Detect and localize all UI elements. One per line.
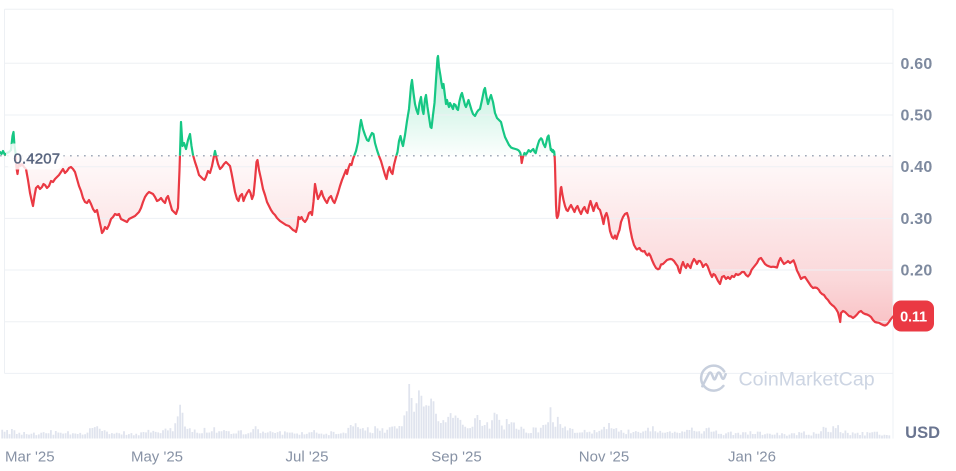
svg-text:Sep '25: Sep '25: [431, 449, 481, 466]
svg-text:Nov '25: Nov '25: [579, 449, 629, 466]
svg-text:Mar '25: Mar '25: [5, 449, 55, 466]
svg-text:May '25: May '25: [131, 449, 183, 466]
svg-text:0.50: 0.50: [901, 108, 933, 125]
svg-text:0.4207: 0.4207: [14, 151, 61, 168]
svg-text:CoinMarketCap: CoinMarketCap: [739, 369, 875, 391]
svg-text:Jul '25: Jul '25: [286, 449, 329, 466]
svg-text:0.30: 0.30: [901, 211, 933, 228]
svg-text:USD: USD: [905, 424, 940, 442]
svg-text:0.11: 0.11: [900, 310, 927, 326]
svg-text:Jan '26: Jan '26: [728, 449, 776, 466]
svg-text:0.60: 0.60: [901, 56, 933, 73]
svg-text:0.40: 0.40: [901, 159, 933, 176]
svg-text:0.20: 0.20: [901, 263, 933, 280]
